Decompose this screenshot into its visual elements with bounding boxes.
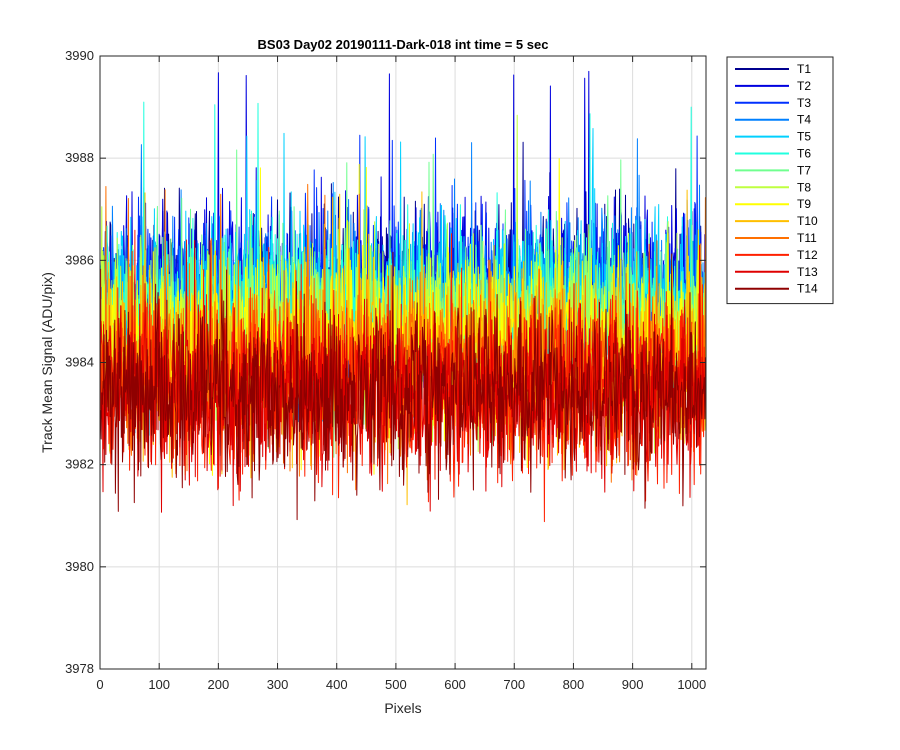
legend-item-t3: T3 <box>735 96 811 110</box>
legend-label: T1 <box>797 62 811 76</box>
legend-label: T5 <box>797 130 811 144</box>
x-tick-label: 800 <box>563 677 585 692</box>
legend-label: T2 <box>797 79 811 93</box>
x-tick-label: 1000 <box>677 677 706 692</box>
x-tick-label: 700 <box>503 677 525 692</box>
x-axis-label: Pixels <box>384 700 421 716</box>
x-tick-label: 0 <box>96 677 103 692</box>
y-axis-label: Track Mean Signal (ADU/pix) <box>39 272 55 453</box>
ticks: 0 100 200 300 400 500 600 700 800 900 1000 3978 3980… <box>65 48 706 692</box>
x-tick-label: 300 <box>267 677 289 692</box>
series-layer <box>100 70 706 523</box>
legend-item-t10: T10 <box>735 214 818 228</box>
x-tick-label: 200 <box>208 677 230 692</box>
legend-label: T14 <box>797 282 818 296</box>
plot-area <box>99 55 707 670</box>
y-tick-label: 3980 <box>65 559 94 574</box>
x-tick-label: 500 <box>385 677 407 692</box>
legend-item-t9: T9 <box>735 197 811 211</box>
legend-label: T10 <box>797 214 818 228</box>
legend-box <box>726 56 834 305</box>
y-tick-label: 3982 <box>65 457 94 472</box>
legend-label: T4 <box>797 113 811 127</box>
legend-item-t6: T6 <box>735 147 811 161</box>
x-tick-label: 900 <box>622 677 644 692</box>
legend-item-t4: T4 <box>735 113 811 127</box>
y-tick-label: 3988 <box>65 150 94 165</box>
legend-label: T3 <box>797 96 811 110</box>
chart-title: BS03 Day02 20190111-Dark-018 int time = … <box>258 37 549 52</box>
y-tick-label: 3990 <box>65 48 94 63</box>
legend-label: T8 <box>797 180 811 194</box>
legend-label: T7 <box>797 163 811 177</box>
legend-label: T12 <box>797 248 818 262</box>
legend-label: T13 <box>797 265 818 279</box>
x-tick-label: 400 <box>326 677 348 692</box>
legend-item-t2: T2 <box>735 79 811 93</box>
legend-item-t13: T13 <box>735 265 818 279</box>
legend-item-t7: T7 <box>735 163 811 177</box>
legend-label: T11 <box>797 231 817 245</box>
legend-item-t8: T8 <box>735 180 811 194</box>
legend: T1 T2 T3 T4 T5 T6 T7 T8 T9 T10 T11 T12 T13 T14 <box>726 56 834 305</box>
y-tick-label: 3978 <box>65 661 94 676</box>
series-line-t14 <box>100 251 706 521</box>
legend-item-t1: T1 <box>735 62 811 76</box>
x-tick-label: 100 <box>148 677 170 692</box>
legend-label: T6 <box>797 147 811 161</box>
legend-item-t14: T14 <box>735 282 818 296</box>
legend-label: T9 <box>797 197 811 211</box>
legend-item-t12: T12 <box>735 248 818 262</box>
x-tick-label: 600 <box>444 677 466 692</box>
legend-item-t5: T5 <box>735 130 811 144</box>
y-tick-label: 3986 <box>65 252 94 267</box>
y-tick-label: 3984 <box>65 355 94 370</box>
legend-item-t11: T11 <box>735 231 817 245</box>
